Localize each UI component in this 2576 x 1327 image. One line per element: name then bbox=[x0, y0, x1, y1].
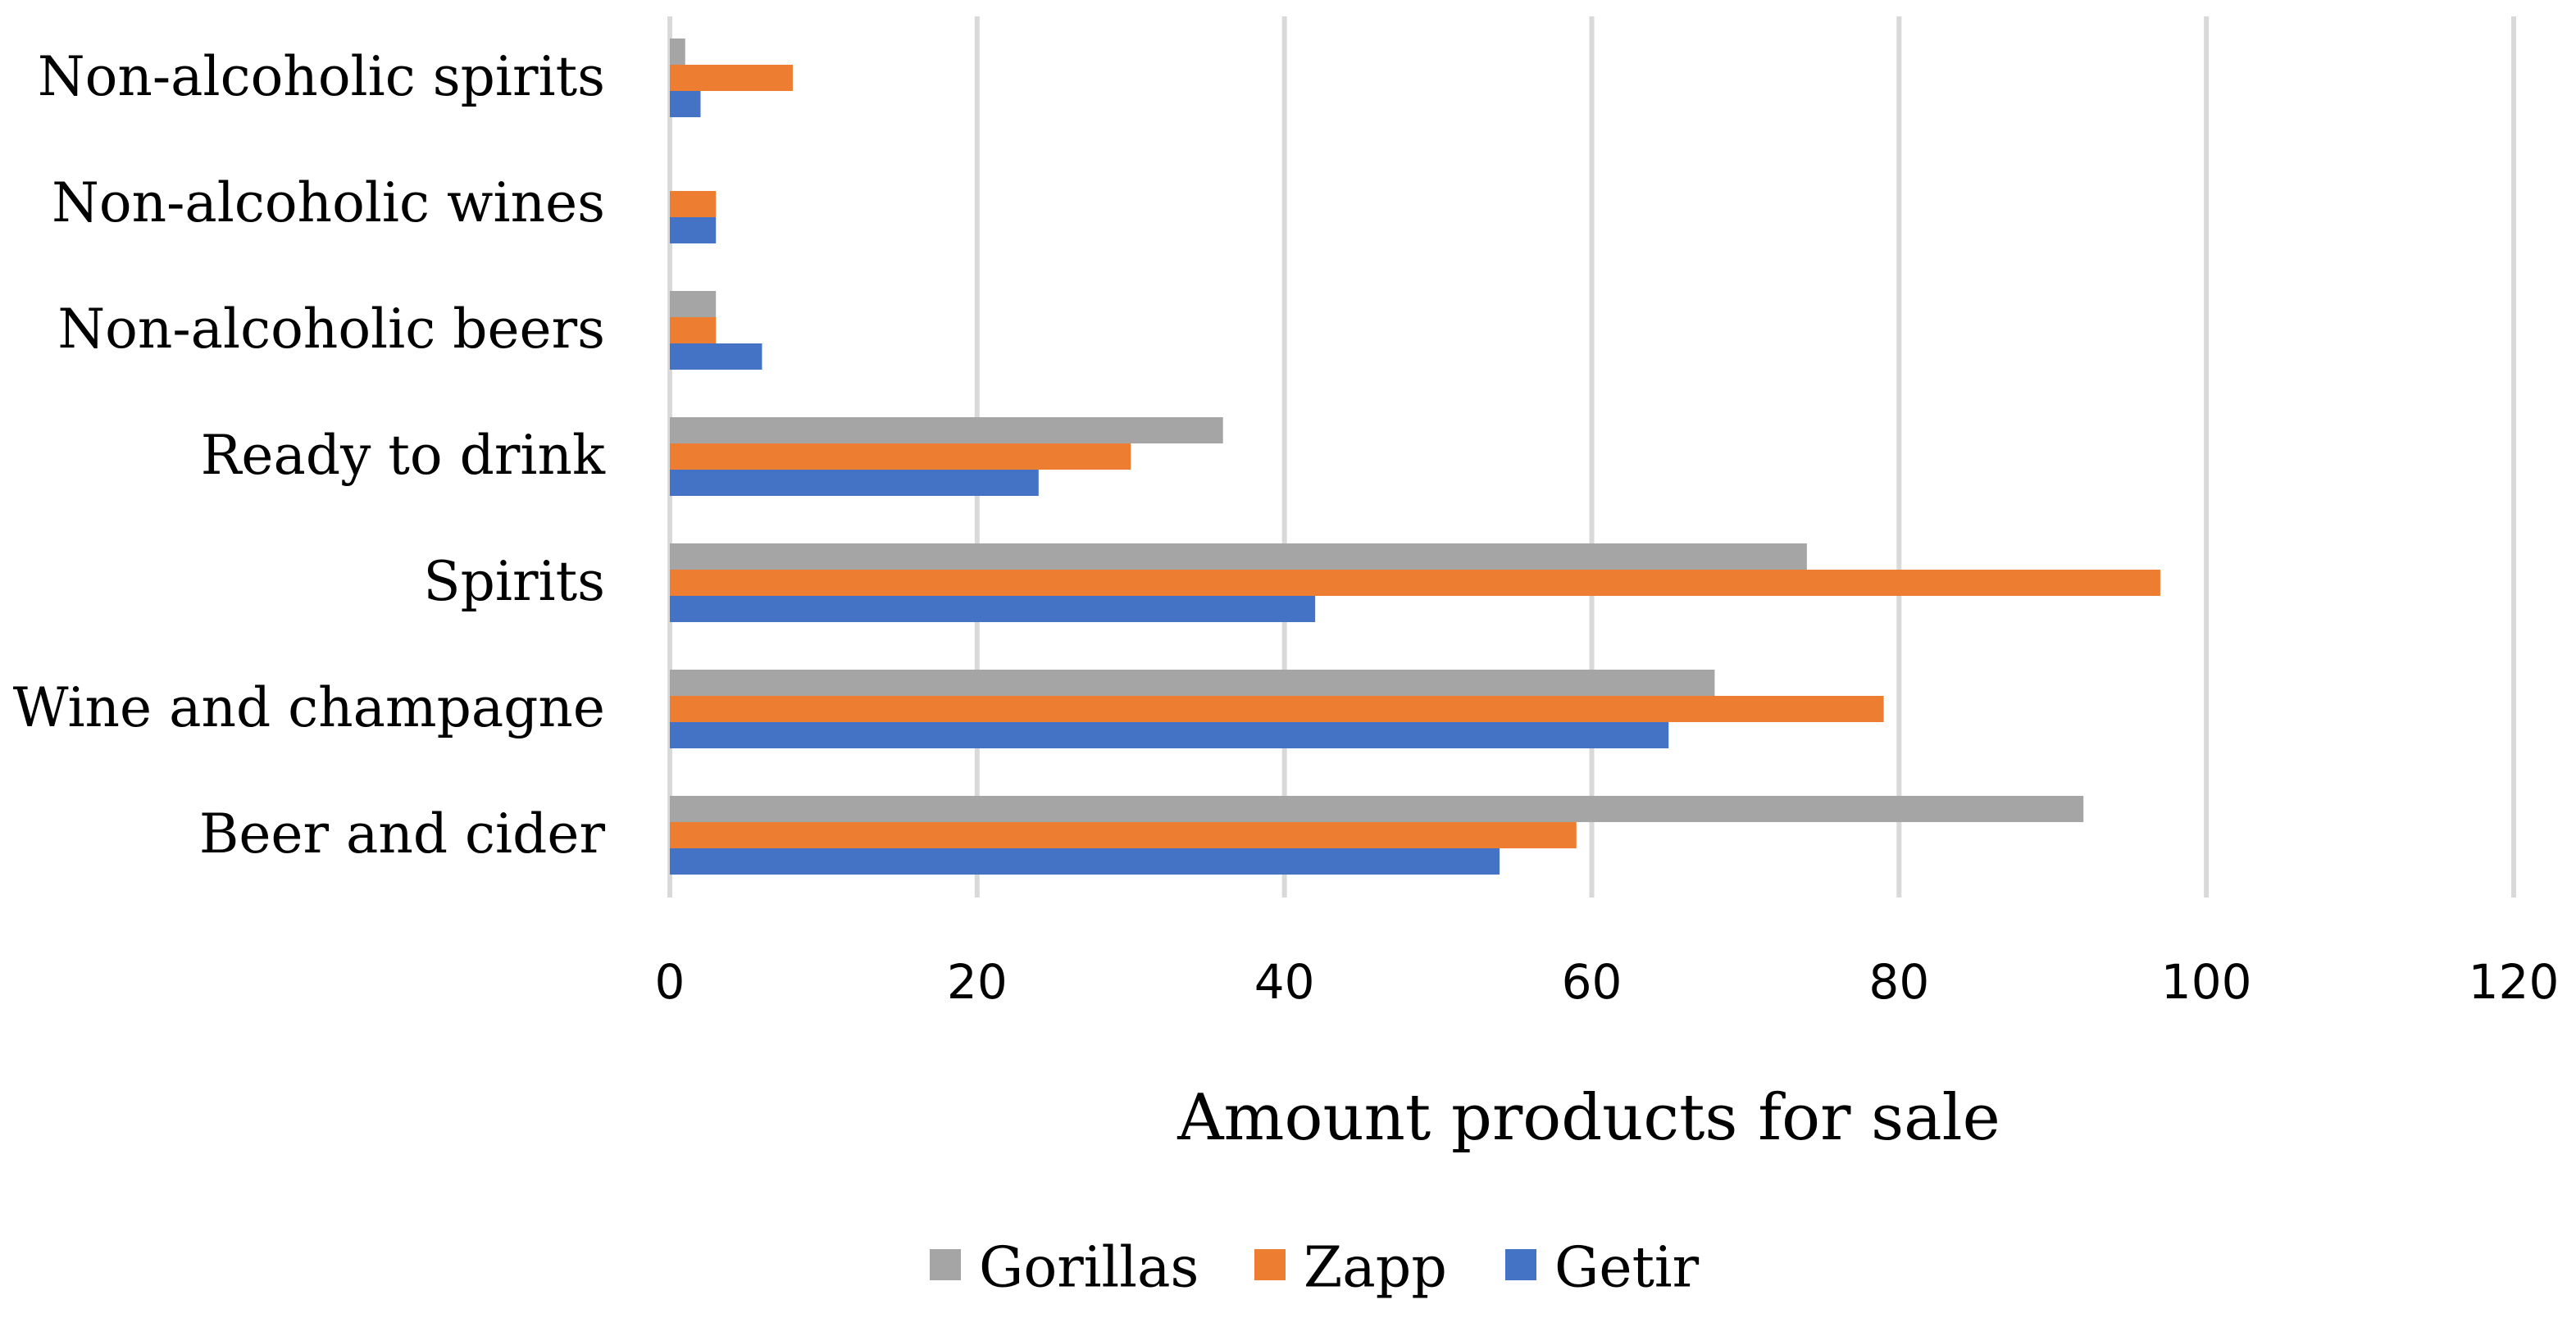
x-axis-title: Amount products for sale bbox=[1176, 1081, 2000, 1155]
bar-gorillas-6 bbox=[670, 796, 2084, 822]
x-tick-label: 40 bbox=[1254, 954, 1315, 1010]
bar-gorillas-2 bbox=[670, 291, 717, 317]
bar-zapp-4 bbox=[670, 570, 2160, 596]
bar-zapp-5 bbox=[670, 696, 1884, 722]
x-tick-label: 100 bbox=[2161, 954, 2252, 1010]
bar-getir-5 bbox=[670, 722, 1669, 748]
legend-swatch-gorillas bbox=[930, 1249, 961, 1280]
category-label: Ready to drink bbox=[201, 424, 606, 487]
legend-swatch-getir bbox=[1505, 1249, 1536, 1280]
bar-zapp-3 bbox=[670, 443, 1131, 470]
category-label: Non-alcoholic beers bbox=[57, 298, 605, 361]
x-tick-label: 20 bbox=[947, 954, 1008, 1010]
bar-zapp-1 bbox=[670, 191, 717, 217]
bar-zapp-2 bbox=[670, 317, 717, 343]
legend-label-gorillas: Gorillas bbox=[979, 1236, 1199, 1301]
bar-gorillas-0 bbox=[670, 39, 685, 65]
x-tick-label: 80 bbox=[1868, 954, 1929, 1010]
x-tick-label: 120 bbox=[2469, 954, 2560, 1010]
bar-getir-4 bbox=[670, 596, 1316, 622]
bars bbox=[670, 39, 2160, 875]
legend-swatch-zapp bbox=[1254, 1249, 1286, 1280]
category-label: Spirits bbox=[423, 550, 605, 613]
legend: Gorillas Zapp Getir bbox=[930, 1236, 1700, 1301]
legend-label-getir: Getir bbox=[1554, 1236, 1700, 1301]
category-label: Non-alcoholic spirits bbox=[38, 45, 605, 108]
bar-gorillas-5 bbox=[670, 670, 1715, 696]
x-tick-label: 60 bbox=[1562, 954, 1623, 1010]
category-label: Beer and cider bbox=[199, 802, 606, 866]
bar-getir-3 bbox=[670, 470, 1039, 496]
category-label: Wine and champagne bbox=[13, 676, 605, 739]
gridlines bbox=[667, 16, 2516, 898]
x-tick-labels: 0 20 40 60 80 100 120 bbox=[655, 954, 2560, 1010]
bar-zapp-0 bbox=[670, 65, 793, 91]
bar-getir-1 bbox=[670, 217, 717, 243]
category-labels: Non-alcoholic spirits Non-alcoholic wines… bbox=[13, 45, 606, 866]
legend-label-zapp: Zapp bbox=[1304, 1236, 1447, 1301]
bar-getir-2 bbox=[670, 343, 762, 370]
bar-gorillas-4 bbox=[670, 543, 1807, 570]
bar-getir-0 bbox=[670, 91, 701, 117]
bar-zapp-6 bbox=[670, 822, 1577, 848]
x-tick-label: 0 bbox=[655, 954, 685, 1010]
bar-getir-6 bbox=[670, 848, 1500, 875]
category-label: Non-alcoholic wines bbox=[52, 171, 605, 234]
bar-gorillas-3 bbox=[670, 417, 1223, 443]
